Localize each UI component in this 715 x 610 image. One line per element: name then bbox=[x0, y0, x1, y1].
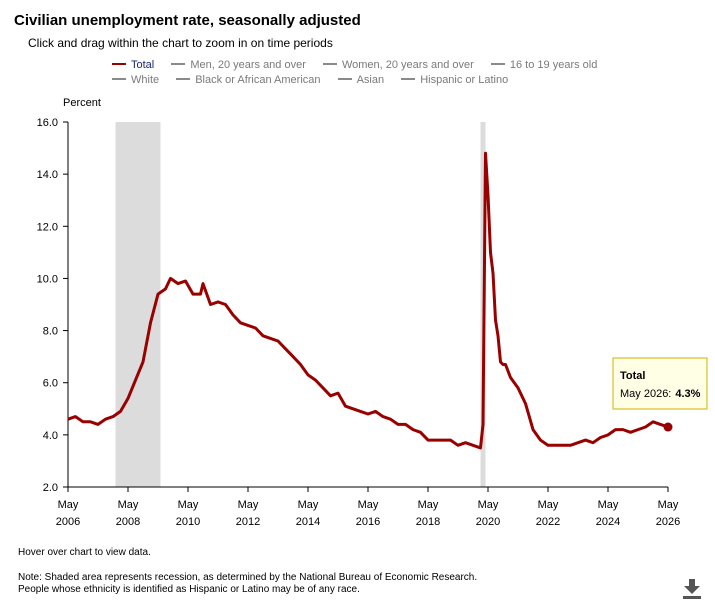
x-tick-year: 2020 bbox=[476, 516, 500, 528]
x-tick-month: May bbox=[658, 499, 679, 511]
chart-notes: Note: Shaded area represents recession, … bbox=[18, 572, 477, 596]
legend-row-1: Total Men, 20 years and over Women, 20 y… bbox=[112, 59, 715, 71]
legend-item-women[interactable]: Women, 20 years and over bbox=[322, 59, 474, 71]
hover-hint: Hover over chart to view data. bbox=[18, 547, 151, 558]
legend-item-hispanic[interactable]: Hispanic or Latino bbox=[401, 74, 508, 86]
legend-row-2: White Black or African American Asian Hi… bbox=[112, 74, 715, 86]
note-recession: Note: Shaded area represents recession, … bbox=[18, 572, 478, 583]
y-tick-label: 2.0 bbox=[43, 482, 58, 494]
x-tick-month: May bbox=[178, 499, 199, 511]
chart-title: Civilian unemployment rate, seasonally a… bbox=[14, 12, 361, 29]
x-tick-year: 2024 bbox=[596, 516, 620, 528]
x-tick-year: 2018 bbox=[416, 516, 440, 528]
legend-label: Black or African American bbox=[195, 74, 321, 86]
legend-item-white[interactable]: White bbox=[112, 74, 159, 86]
x-tick-month: May bbox=[58, 499, 79, 511]
x-tick-month: May bbox=[238, 499, 259, 511]
y-tick-label: 6.0 bbox=[43, 378, 58, 390]
legend-swatch bbox=[490, 63, 505, 66]
legend-swatch bbox=[171, 63, 186, 66]
x-tick-year: 2026 bbox=[656, 516, 680, 528]
y-tick-label: 12.0 bbox=[37, 221, 58, 233]
x-tick-year: 2006 bbox=[56, 516, 80, 528]
legend-label: White bbox=[131, 74, 160, 86]
x-tick-year: 2016 bbox=[356, 516, 380, 528]
x-tick-year: 2014 bbox=[296, 516, 320, 528]
x-tick-year: 2022 bbox=[536, 516, 560, 528]
y-tick-label: 4.0 bbox=[43, 430, 58, 442]
legend-label: Total bbox=[131, 59, 155, 71]
download-icon bbox=[683, 579, 701, 599]
x-tick-month: May bbox=[418, 499, 439, 511]
legend-swatch bbox=[176, 78, 191, 81]
download-button[interactable] bbox=[681, 576, 703, 600]
tooltip-box bbox=[612, 357, 708, 410]
chart-subtitle: Click and drag within the chart to zoom … bbox=[28, 36, 333, 50]
legend-item-black[interactable]: Black or African American bbox=[176, 74, 321, 86]
legend-label: Hispanic or Latino bbox=[420, 74, 509, 86]
x-tick-year: 2008 bbox=[116, 516, 140, 528]
y-tick-label: 8.0 bbox=[43, 326, 58, 338]
legend-swatch bbox=[112, 78, 126, 81]
legend-label: Women, 20 years and over bbox=[341, 59, 474, 71]
y-tick-label: 16.0 bbox=[37, 117, 58, 129]
x-tick-month: May bbox=[538, 499, 559, 511]
x-tick-month: May bbox=[478, 499, 499, 511]
data-tooltip: Total May 2026: 4.3% bbox=[612, 357, 708, 410]
note-ethnicity: People whose ethnicity is identified as … bbox=[18, 584, 360, 595]
y-axis-label: Percent bbox=[63, 97, 101, 109]
legend-swatch bbox=[322, 63, 337, 66]
legend-label: Asian bbox=[356, 74, 385, 86]
legend-item-asian[interactable]: Asian bbox=[337, 74, 385, 86]
legend-swatch bbox=[112, 63, 126, 66]
x-tick-year: 2010 bbox=[176, 516, 200, 528]
tooltip-series: Total bbox=[620, 370, 645, 382]
tooltip-text: May 2026: 4.3% bbox=[620, 388, 701, 400]
legend-swatch bbox=[401, 78, 416, 81]
legend-label: 16 to 19 years old bbox=[509, 59, 598, 71]
recession-band bbox=[115, 122, 161, 487]
series-line-total bbox=[67, 151, 669, 450]
tooltip-date: May 2026: bbox=[620, 388, 671, 400]
x-tick-month: May bbox=[118, 499, 139, 511]
x-tick-month: May bbox=[298, 499, 319, 511]
legend-item-teens[interactable]: 16 to 19 years old bbox=[490, 59, 598, 71]
x-tick-year: 2012 bbox=[236, 516, 260, 528]
legend-item-total[interactable]: Total bbox=[112, 59, 154, 71]
x-tick-month: May bbox=[598, 499, 619, 511]
x-axis: May 2006 May 2008 May 2010 May 2012 May 2014 May 20… bbox=[56, 487, 680, 528]
legend-item-men[interactable]: Men, 20 years and over bbox=[171, 59, 306, 71]
series-layer bbox=[67, 151, 673, 450]
chart-plot-area[interactable]: Percent 2.0 4.0 6.0 8.0 10.0 12.0 14.0 16.0 May… bbox=[0, 0, 715, 540]
legend-label: Men, 20 years and over bbox=[190, 59, 306, 71]
tooltip-value: 4.3% bbox=[675, 388, 700, 400]
recession-layer bbox=[115, 122, 486, 487]
y-tick-label: 10.0 bbox=[37, 273, 58, 285]
legend-swatch bbox=[337, 78, 352, 81]
highlighted-point bbox=[663, 422, 673, 432]
y-tick-label: 14.0 bbox=[37, 169, 58, 181]
y-axis: 2.0 4.0 6.0 8.0 10.0 12.0 14.0 16.0 bbox=[37, 117, 68, 494]
x-tick-month: May bbox=[358, 499, 379, 511]
